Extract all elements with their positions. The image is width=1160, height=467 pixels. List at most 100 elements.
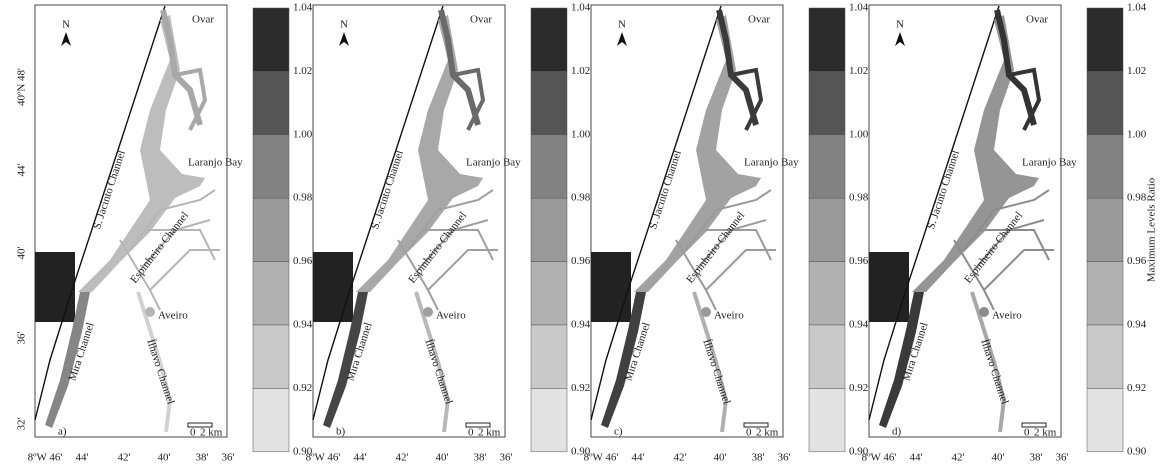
x-tick-label: 42' [118, 452, 131, 464]
place-label: Ovar [748, 14, 770, 26]
colorbar-tick-label: 1.04 [571, 2, 591, 14]
x-tick-label: 44' [910, 452, 923, 464]
colorbar-tick-label: 0.92 [571, 382, 590, 394]
colorbar-band [253, 388, 289, 451]
colorbar-tick-label: 0.90 [1127, 445, 1147, 457]
north-arrow: N [896, 19, 904, 31]
panel-label: a) [58, 426, 67, 438]
x-tick-label: 8ºW 46' [862, 452, 897, 464]
y-tick-label: 36' [16, 331, 28, 344]
place-label: Aveiro [158, 310, 188, 322]
x-tick-label: 44' [76, 452, 89, 464]
x-tick-label: 40' [158, 452, 171, 464]
colorbar-band [809, 71, 845, 134]
colorbar-band [809, 135, 845, 198]
colorbar-band [531, 135, 567, 198]
colorbar-band [1087, 8, 1123, 71]
colorbar-tick-label: 0.92 [849, 382, 868, 394]
place-label: Aveiro [714, 310, 744, 322]
colorbar-band [809, 262, 845, 325]
x-tick-label: 36' [1056, 452, 1069, 464]
colorbar-band [1087, 135, 1123, 198]
x-tick-label: 8ºW 46' [306, 452, 341, 464]
north-arrow: N [340, 19, 348, 31]
colorbar-tick-label: 0.94 [1127, 319, 1147, 331]
x-tick-label: 38' [196, 452, 209, 464]
scale-label: 0 [190, 427, 196, 439]
colorbar-band [809, 8, 845, 71]
colorbar-tick-label: 0.96 [571, 255, 591, 267]
x-tick-label: 36' [500, 452, 513, 464]
aveiro-city [701, 307, 711, 317]
colorbar-band [253, 198, 289, 261]
colorbar-tick-label: 0.98 [1127, 192, 1147, 204]
aveiro-city [145, 307, 155, 317]
colorbar-tick-label: 0.98 [293, 192, 313, 204]
ocean-boundary [591, 252, 631, 322]
x-tick-label: 36' [222, 452, 235, 464]
colorbar-band [1087, 71, 1123, 134]
colorbar-tick-label: 1.00 [849, 128, 869, 140]
colorbar-tick-label: 0.94 [849, 319, 869, 331]
colorbar-band [809, 198, 845, 261]
scale-label: 2 km [756, 427, 779, 439]
colorbar-tick-label: 1.02 [571, 65, 590, 77]
scale-label: 2 km [1034, 427, 1057, 439]
ocean-boundary [869, 252, 909, 322]
colorbar-band [531, 388, 567, 451]
scale-label: 0 [1024, 427, 1030, 439]
colorbar-tick-label: 1.00 [293, 128, 313, 140]
colorbar-band [1087, 198, 1123, 261]
x-tick-label: 36' [778, 452, 791, 464]
colorbar-tick-label: 1.00 [571, 128, 591, 140]
colorbar-band [809, 325, 845, 388]
scale-label: 2 km [478, 427, 501, 439]
colorbar-tick-label: 0.98 [849, 192, 869, 204]
y-tick-label: 40ºN 48' [16, 68, 28, 106]
colorbar-tick-label: 1.02 [1127, 65, 1146, 77]
colorbar-band [531, 262, 567, 325]
colorbar-tick-label: 0.96 [849, 255, 869, 267]
colorbar-tick-label: 1.04 [849, 2, 869, 14]
x-tick-label: 8ºW 46' [584, 452, 619, 464]
place-label: Ovar [470, 14, 492, 26]
colorbar-band [531, 71, 567, 134]
x-tick-label: 42' [952, 452, 965, 464]
x-tick-label: 8ºW 46' [28, 452, 63, 464]
place-label: Laranjo Bay [466, 157, 521, 169]
aveiro-city [423, 307, 433, 317]
place-label: Aveiro [992, 310, 1022, 322]
colorbar-tick-label: 1.04 [1127, 2, 1147, 14]
colorbar-band [531, 198, 567, 261]
colorbar-band [253, 8, 289, 71]
x-tick-label: 44' [354, 452, 367, 464]
panel-label: b) [336, 426, 346, 438]
place-label: Laranjo Bay [744, 157, 799, 169]
scale-label: 2 km [200, 427, 223, 439]
place-label: Ovar [192, 14, 214, 26]
colorbar-band [253, 71, 289, 134]
x-tick-label: 40' [436, 452, 449, 464]
aveiro-city [979, 307, 989, 317]
colorbar-tick-label: 0.96 [293, 255, 313, 267]
x-tick-label: 40' [714, 452, 727, 464]
panel-label: c) [614, 426, 623, 438]
colorbar-band [809, 388, 845, 451]
colorbar-tick-label: 1.00 [1127, 128, 1147, 140]
colorbar-band [1087, 388, 1123, 451]
x-tick-label: 44' [632, 452, 645, 464]
map-panel: NOvarLaranjo BayAveiroS. Jacinto Channel… [16, 2, 313, 464]
colorbar-band [1087, 262, 1123, 325]
colorbar-band [531, 8, 567, 71]
y-tick-label: 32' [16, 417, 28, 430]
colorbar-tick-label: 0.96 [1127, 255, 1147, 267]
colorbar-tick-label: 1.02 [293, 65, 312, 77]
colorbar-tick-label: 0.92 [293, 382, 312, 394]
place-label: Laranjo Bay [1022, 157, 1077, 169]
place-label: Aveiro [436, 310, 466, 322]
ocean-boundary [313, 252, 353, 322]
y-tick-label: 40' [16, 246, 28, 259]
x-tick-label: 38' [1030, 452, 1043, 464]
colorbar-tick-label: 0.94 [293, 319, 313, 331]
map-panel: NOvarLaranjo BayAveiroS. Jacinto Channel… [584, 2, 869, 464]
